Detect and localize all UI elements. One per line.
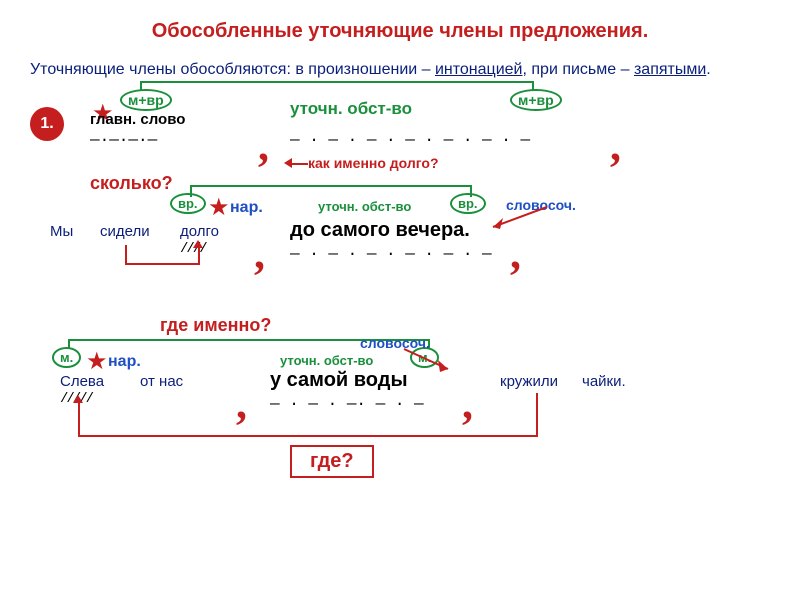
conn-gde-v2 — [536, 393, 538, 435]
intro-part2: , при письме – — [522, 61, 633, 78]
dash-row-1a: —·—·—·— — [90, 131, 157, 149]
comma-1d: , — [510, 243, 521, 265]
arrow-kak-imenno — [290, 163, 308, 165]
word-sleva: Слева — [60, 373, 104, 390]
word-chaiki: чайки. — [582, 373, 626, 390]
conn-gde-v1 — [78, 400, 80, 435]
rule-number-badge: 1. — [30, 107, 64, 141]
word-do-vechera: до самого вечера. — [290, 219, 470, 242]
star-icon-3: ★ — [86, 347, 108, 376]
arrow-skolko-head — [193, 240, 203, 248]
oval-m-1: м. — [52, 347, 81, 368]
oval-mvr-1: м+вр — [120, 89, 172, 111]
comma-2b: , — [462, 393, 473, 415]
label-gde-imenno: где именно? — [160, 315, 271, 336]
page-title: Обособленные уточняющие члены предложени… — [30, 20, 770, 43]
word-kruzhili: кружили — [500, 373, 558, 390]
comma-1b: , — [610, 135, 621, 157]
dash-do-vechera: — · — · — · — · — · — — [290, 245, 492, 263]
star-icon-2: ★ — [208, 193, 230, 222]
dash-u-vody: — · — · —· — · — — [270, 395, 424, 413]
arrow-kak-imenno-head — [284, 158, 292, 168]
arrow-slovosoch-2 — [400, 345, 460, 375]
label-gde-box: где? — [290, 445, 374, 478]
conn-skolko-v1 — [125, 245, 127, 263]
comma-2a: , — [236, 393, 247, 415]
label-kak-imenno: как именно долго? — [308, 155, 439, 171]
intro-intonation: интонацией — [435, 61, 523, 78]
bracket-vr — [190, 185, 472, 197]
label-nar-1: нар. — [230, 199, 263, 217]
label-nar-2: нар. — [108, 353, 141, 371]
diagram-1: 1. м+вр м+вр ★ главн. слово уточн. обст-… — [30, 85, 770, 305]
arrow-gde-head — [73, 395, 83, 403]
label-utochn-3: уточн. обст-во — [280, 353, 373, 368]
conn-gde-h — [78, 435, 538, 437]
comma-1a: , — [258, 135, 269, 157]
label-utochn-2: уточн. обст-во — [318, 199, 411, 214]
word-u-vody: у самой воды — [270, 369, 408, 392]
intro-commas: запятыми — [634, 61, 706, 78]
word-ot-nas: от нас — [140, 373, 183, 390]
word-my: Мы — [50, 223, 73, 240]
word-sideli: сидели — [100, 223, 150, 240]
label-utochn-1: уточн. обст-во — [290, 99, 412, 119]
label-glavn-slovo: главн. слово — [90, 111, 185, 128]
intro-part1: Уточняющие члены обособляются: в произно… — [30, 61, 435, 78]
diagram-2: где именно? м. м. ★ нар. уточн. обст-во … — [30, 315, 770, 485]
word-dolgo: долго — [180, 223, 219, 240]
label-skolko: сколько? — [90, 173, 173, 194]
bracket-mvr — [140, 81, 534, 93]
intro-text: Уточняющие члены обособляются: в произно… — [30, 61, 770, 79]
intro-part3: . — [706, 61, 710, 78]
comma-1c: , — [254, 243, 265, 265]
conn-skolko-h — [125, 263, 200, 265]
oval-mvr-2: м+вр — [510, 89, 562, 111]
dash-row-1b: — · — · — · — · — · — · — — [290, 131, 530, 149]
